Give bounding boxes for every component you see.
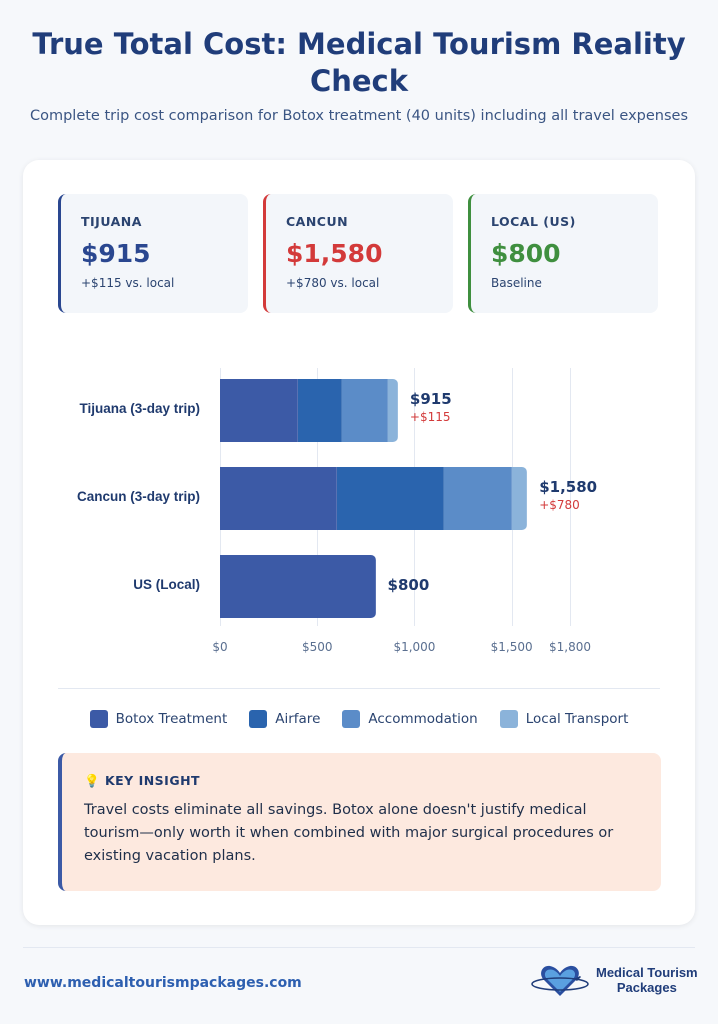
- total-label: $915: [409, 390, 452, 408]
- legend-swatch: [89, 710, 108, 728]
- bar-row: [220, 379, 398, 442]
- legend-swatch: [342, 710, 361, 728]
- bar-segment-airfare: [336, 467, 444, 530]
- stat-label: TIJUANA: [81, 214, 142, 229]
- bar-segment-botox-treatment: [220, 467, 337, 530]
- logo-text: Medical Tourism Packages: [596, 965, 698, 995]
- legend-label: Accommodation: [368, 711, 478, 727]
- legend-label: Local Transport: [525, 711, 629, 727]
- logo: Medical Tourism Packages: [530, 962, 698, 998]
- bar-row: [220, 467, 528, 530]
- legend-label: Airfare: [275, 711, 321, 727]
- difference-label: +$780: [539, 498, 580, 512]
- stat-card-cancun: CANCUN $1,580 +$780 vs. local: [263, 194, 453, 313]
- stat-note: +$780 vs. local: [286, 276, 380, 290]
- legend-item: Botox Treatment: [89, 710, 228, 728]
- category-label: US (Local): [133, 577, 200, 592]
- bar-segment-airfare: [297, 379, 342, 442]
- insight-title-text: KEY INSIGHT: [104, 773, 201, 788]
- main-card: TIJUANA $915 +$115 vs. local CANCUN $1,58…: [23, 160, 695, 925]
- category-label: Cancun (3-day trip): [76, 489, 200, 504]
- legend-item: Accommodation: [342, 710, 478, 728]
- stat-card-local-us: LOCAL (US) $800 Baseline: [468, 194, 658, 313]
- stat-label: LOCAL (US): [491, 214, 576, 229]
- footer-divider: [23, 947, 695, 948]
- insight-title: 💡 KEY INSIGHT: [84, 773, 639, 789]
- bar-segment-accommodation: [443, 467, 512, 530]
- legend: Botox Treatment Airfare Accommodation Local…: [23, 710, 695, 728]
- stat-label: CANCUN: [286, 214, 349, 229]
- insight-body: Travel costs eliminate all savings. Boto…: [84, 802, 614, 864]
- bar-segment-local-transport: [511, 467, 528, 530]
- cost-chart: $0 $500 $1,000 $1,500 $1,800 $915 +$115 $1,580 +…: [23, 360, 695, 660]
- bar-row: [220, 555, 376, 618]
- lightbulb-icon: 💡: [84, 773, 101, 788]
- x-tick-label: $500: [301, 640, 333, 654]
- total-label: $800: [387, 576, 430, 594]
- difference-label: +$115: [409, 410, 451, 424]
- legend-swatch: [249, 710, 268, 728]
- category-label: Tijuana (3-day trip): [79, 401, 200, 416]
- x-tick-label: $1,000: [393, 640, 436, 654]
- stat-note: +$115 vs. local: [81, 276, 175, 290]
- page-title: True Total Cost: Medical Tourism Reality…: [32, 27, 686, 98]
- gridline: [570, 368, 571, 626]
- heart-plane-logo-icon: [531, 965, 589, 996]
- stat-card-tijuana: TIJUANA $915 +$115 vs. local: [58, 194, 248, 313]
- bar-segment-accommodation: [341, 379, 389, 442]
- total-label: $1,580: [539, 478, 598, 496]
- legend-swatch: [499, 710, 518, 728]
- bar-segment-botox-treatment: [220, 555, 376, 618]
- stat-note: Baseline: [491, 276, 542, 290]
- bar-segment-local-transport: [388, 379, 398, 442]
- stat-value: $915: [81, 239, 151, 268]
- stat-value: $1,580: [286, 239, 383, 268]
- legend-item: Airfare: [249, 710, 320, 728]
- page-subtitle: Complete trip cost comparison for Botox …: [29, 108, 689, 124]
- x-tick-label: $1,800: [549, 640, 591, 654]
- key-insight-box: 💡 KEY INSIGHT Travel costs eliminate all…: [58, 753, 661, 891]
- legend-item: Local Transport: [499, 710, 629, 728]
- stat-value: $800: [491, 239, 561, 268]
- x-tick-label: $1,500: [490, 640, 533, 654]
- x-tick-label: $0: [212, 640, 228, 654]
- legend-label: Botox Treatment: [115, 711, 228, 727]
- divider: [58, 688, 660, 689]
- bar-segment-botox-treatment: [220, 379, 298, 442]
- website-link[interactable]: www.medicaltourismpackages.com: [24, 975, 302, 991]
